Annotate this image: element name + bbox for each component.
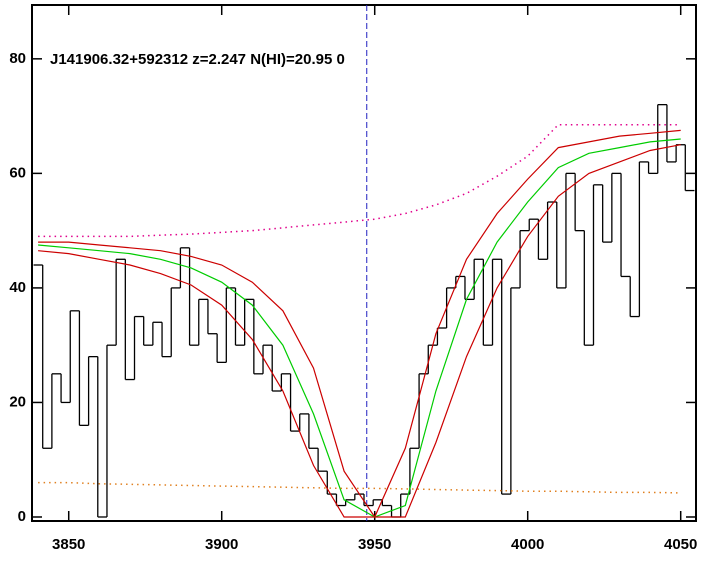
plot-frame <box>31 4 697 522</box>
plot-area <box>33 5 695 521</box>
dotted-curve <box>38 123 681 238</box>
x-tick-label: 4000 <box>511 536 544 553</box>
x-tick-label: 4050 <box>664 536 697 553</box>
y-tick-label: 60 <box>9 164 26 181</box>
x-tick-label: 3900 <box>205 536 238 553</box>
chart-title: J141906.32+592312 z=2.247 N(HI)=20.95 0 <box>50 51 345 68</box>
x-tick-label: 3950 <box>358 536 391 553</box>
y-tick-label: 20 <box>9 393 26 410</box>
y-tick-label: 80 <box>9 50 26 67</box>
model-curve <box>38 144 681 518</box>
x-tick-label: 3850 <box>52 536 85 553</box>
model-curve <box>38 138 681 518</box>
model-curve <box>38 129 681 519</box>
y-tick-label: 0 <box>18 508 26 525</box>
dotted-curve <box>38 481 681 494</box>
y-tick-label: 40 <box>9 279 26 296</box>
